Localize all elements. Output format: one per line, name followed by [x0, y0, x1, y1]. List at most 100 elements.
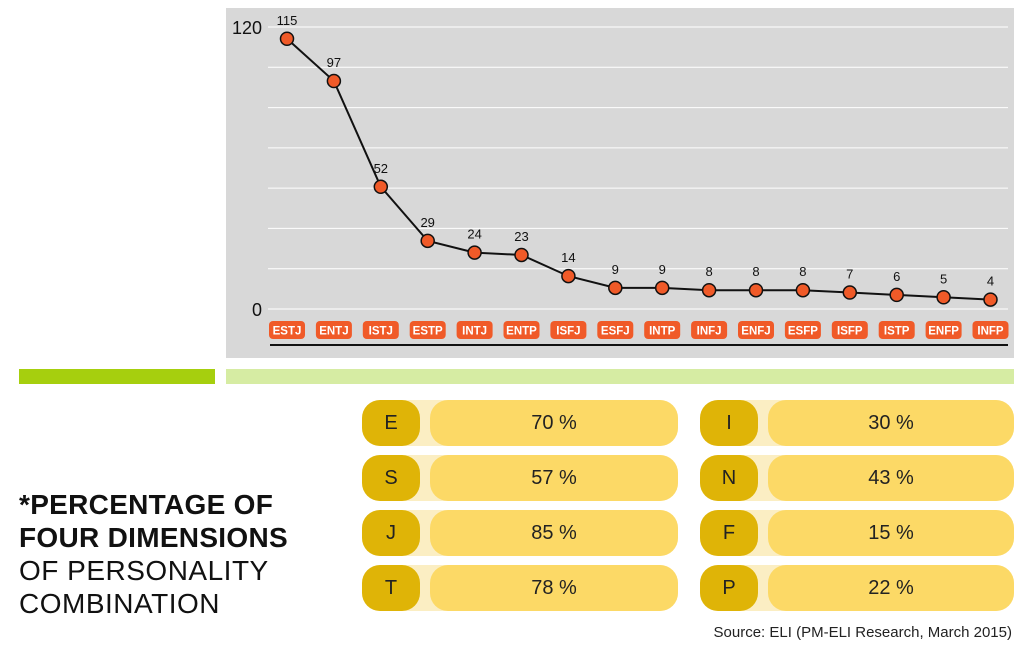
category-label: INTJ — [462, 326, 487, 338]
category-label: ISFP — [837, 326, 863, 338]
category-tag — [409, 321, 446, 339]
data-label: 5 — [940, 271, 947, 286]
category-label: ENFP — [928, 326, 959, 338]
dimension-cell: T 78 % — [362, 565, 678, 611]
data-label: 8 — [705, 264, 712, 279]
category-label: ESTJ — [273, 326, 302, 338]
dimension-cell: S 57 % — [362, 455, 678, 501]
category-label: ENFJ — [741, 326, 770, 338]
data-label: 97 — [327, 55, 341, 70]
data-point — [983, 292, 998, 307]
dimension-cell: J 85 % — [362, 510, 678, 556]
data-label: 29 — [420, 215, 434, 230]
category-tag — [878, 321, 915, 339]
dimension-cell: E 70 % — [362, 400, 678, 446]
category-tag — [831, 321, 868, 339]
data-label: 115 — [277, 13, 298, 28]
y-tick-label: 120 — [232, 18, 262, 38]
data-point — [608, 280, 623, 296]
accent-bar-right — [226, 369, 1014, 384]
category-tag — [972, 321, 1009, 339]
dimension-letter: I — [700, 400, 758, 446]
dimension-percentage: 57 % — [430, 455, 678, 501]
category-tag — [456, 321, 493, 339]
dimension-percentage: 85 % — [430, 510, 678, 556]
accent-bar-left — [19, 369, 215, 384]
data-point — [279, 31, 295, 46]
dimension-percentage: 43 % — [768, 455, 1014, 501]
dimension-cell: N 43 % — [700, 455, 1014, 501]
dimension-letter: N — [700, 455, 758, 501]
category-tag — [925, 321, 962, 339]
category-tag — [503, 321, 540, 339]
heading-line-4: COMBINATION — [19, 588, 220, 619]
category-tag — [550, 321, 587, 339]
data-point — [654, 280, 670, 296]
data-label: 23 — [514, 229, 528, 244]
data-point — [889, 287, 904, 303]
category-label: ESFJ — [601, 326, 630, 338]
category-label: INFJ — [697, 326, 722, 338]
dimension-cell: I 30 % — [700, 400, 1014, 446]
data-label: 9 — [659, 262, 666, 277]
dimension-letter: T — [362, 565, 420, 611]
dimension-cell: F 15 % — [700, 510, 1014, 556]
category-tag — [597, 321, 634, 339]
data-label: 9 — [612, 262, 619, 277]
dimension-percentage: 22 % — [768, 565, 1014, 611]
data-label: 14 — [561, 250, 575, 265]
heading-line-3: OF PERSONALITY — [19, 555, 269, 586]
dimension-letter: S — [362, 455, 420, 501]
category-label: INFP — [977, 326, 1004, 338]
data-point — [420, 233, 435, 249]
series-line — [286, 38, 991, 301]
dimension-percentage: 70 % — [430, 400, 678, 446]
dimensions-heading: *PERCENTAGE OF FOUR DIMENSIONS OF PERSON… — [19, 488, 288, 620]
category-label: ESTP — [413, 326, 443, 338]
source-note: Source: ELI (PM-ELI Research, March 2015… — [713, 624, 1012, 641]
data-point — [373, 179, 389, 195]
category-label: ESFP — [788, 326, 818, 338]
chart-panel: 120 0 115 ESTJ 97 ENTJ 52 ISTJ 29 ESTP 24 INTJ 23 ENT… — [226, 8, 1014, 358]
category-label: ENTJ — [319, 326, 348, 338]
dimension-letter: P — [700, 565, 758, 611]
data-point — [326, 73, 342, 89]
heading-line-1: *PERCENTAGE OF — [19, 489, 274, 520]
data-point — [701, 282, 717, 298]
data-label: 7 — [846, 267, 853, 282]
category-tag — [315, 321, 352, 339]
category-tag — [784, 321, 821, 339]
category-label: ENTP — [506, 326, 537, 338]
category-label: ISFJ — [556, 326, 580, 338]
dimension-letter: F — [700, 510, 758, 556]
data-point — [936, 290, 951, 305]
data-point — [467, 245, 482, 260]
data-label: 52 — [374, 161, 388, 176]
category-tag — [269, 321, 305, 339]
y-tick-label: 0 — [252, 300, 262, 320]
data-point — [514, 247, 529, 263]
category-tag — [644, 321, 681, 339]
category-label: INTP — [649, 326, 676, 338]
data-label: 6 — [893, 269, 900, 284]
category-tag — [691, 321, 728, 339]
data-point — [795, 282, 811, 298]
dimension-letter: E — [362, 400, 420, 446]
dimension-cell: P 22 % — [700, 565, 1014, 611]
dimension-percentage: 30 % — [768, 400, 1014, 446]
dimension-percentage: 78 % — [430, 565, 678, 611]
data-point — [561, 268, 576, 284]
category-label: ISTJ — [369, 326, 393, 338]
dimension-letter: J — [362, 510, 420, 556]
data-label: 24 — [467, 227, 481, 242]
data-label: 8 — [752, 264, 759, 279]
heading-line-2: FOUR DIMENSIONS — [19, 522, 288, 553]
line-chart: 1200115ESTJ97ENTJ52ISTJ29ESTP24INTJ23ENT… — [232, 13, 1009, 346]
data-point — [842, 285, 858, 300]
dimension-percentage: 15 % — [768, 510, 1014, 556]
category-label: ISTP — [884, 326, 910, 338]
data-point — [748, 282, 764, 298]
data-label: 4 — [987, 274, 994, 289]
data-label: 8 — [799, 264, 806, 279]
category-tag — [738, 321, 774, 339]
